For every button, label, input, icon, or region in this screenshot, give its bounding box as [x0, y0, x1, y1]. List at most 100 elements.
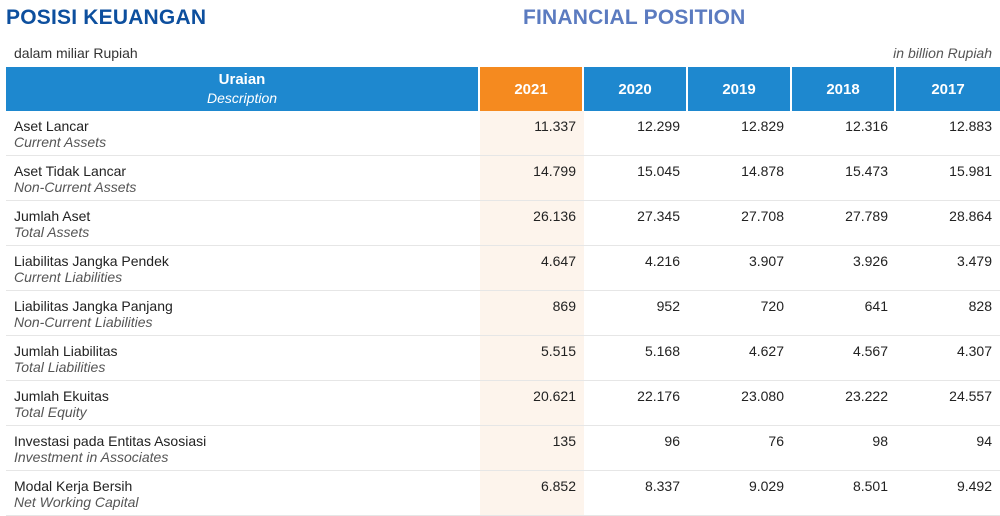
value-cell: 5.168	[584, 336, 688, 381]
value-text: 5.515	[540, 343, 576, 359]
row-label: Liabilitas Jangka Pendek	[14, 253, 169, 269]
value-text: 76	[768, 433, 784, 449]
value-cell: 28.864	[896, 201, 1000, 246]
table-row: Liabilitas Jangka Pendek Current Liabilit…	[6, 246, 1000, 291]
value-cell: 11.337	[480, 111, 584, 156]
row-description-cell: Aset Lancar Current Assets	[6, 111, 480, 156]
value-text: 4.567	[852, 343, 888, 359]
value-text: 8.337	[644, 478, 680, 494]
row-description-cell: Jumlah Ekuitas Total Equity	[6, 381, 480, 426]
row-label-english: Total Equity	[14, 404, 87, 420]
value-cell: 94	[896, 426, 1000, 471]
table-row: Investasi pada Entitas Asosiasi Investmen…	[6, 426, 1000, 471]
value-cell: 76	[688, 426, 792, 471]
value-cell: 23.222	[792, 381, 896, 426]
value-cell: 96	[584, 426, 688, 471]
value-cell: 4.216	[584, 246, 688, 291]
row-description-cell: Investasi pada Entitas Asosiasi Investmen…	[6, 426, 480, 471]
value-cell: 869	[480, 291, 584, 336]
value-text: 23.080	[741, 388, 784, 404]
value-text: 94	[976, 433, 992, 449]
value-cell: 98	[792, 426, 896, 471]
value-text: 15.045	[637, 163, 680, 179]
column-header-year: 2019	[688, 67, 792, 111]
value-cell: 4.627	[688, 336, 792, 381]
value-text: 11.337	[534, 118, 576, 134]
row-description-cell: Liabilitas Jangka Panjang Non-Current Lia…	[6, 291, 480, 336]
column-header-year: 2021	[480, 67, 584, 111]
value-cell: 27.789	[792, 201, 896, 246]
value-cell: 720	[688, 291, 792, 336]
value-text: 22.176	[637, 388, 680, 404]
value-text: 27.789	[845, 208, 888, 224]
value-text: 3.479	[956, 253, 992, 269]
unit-note: dalam miliar Rupiah	[14, 45, 138, 61]
value-text: 3.907	[748, 253, 784, 269]
row-label: Aset Lancar	[14, 118, 89, 134]
row-label-english: Current Liabilities	[14, 269, 123, 285]
row-label-english: Total Assets	[14, 224, 90, 240]
value-text: 96	[664, 433, 680, 449]
value-cell: 22.176	[584, 381, 688, 426]
value-text: 828	[968, 298, 992, 314]
value-cell: 5.515	[480, 336, 584, 381]
row-label: Jumlah Aset	[14, 208, 91, 224]
table-row: Modal Kerja Bersih Net Working Capital 6.8…	[6, 471, 1000, 516]
page-title: POSISI KEUANGAN	[6, 6, 207, 29]
value-cell: 3.479	[896, 246, 1000, 291]
value-text: 4.216	[644, 253, 680, 269]
row-label-english: Investment in Associates	[14, 449, 169, 465]
value-cell: 8.501	[792, 471, 896, 516]
page-title-english: FINANCIAL POSITION	[523, 6, 746, 29]
value-cell: 4.307	[896, 336, 1000, 381]
value-cell: 9.029	[688, 471, 792, 516]
value-cell: 14.878	[688, 156, 792, 201]
value-text: 12.299	[637, 118, 680, 134]
table-row: Jumlah Aset Total Assets 26.136 27.345 27.70…	[6, 201, 1000, 246]
value-text: 9.029	[748, 478, 784, 494]
table-row: Jumlah Liabilitas Total Liabilities 5.515 5…	[6, 336, 1000, 381]
value-cell: 23.080	[688, 381, 792, 426]
value-cell: 3.926	[792, 246, 896, 291]
value-cell: 12.299	[584, 111, 688, 156]
value-text: 135	[552, 433, 576, 449]
row-description-cell: Modal Kerja Bersih Net Working Capital	[6, 471, 480, 516]
value-text: 23.222	[845, 388, 888, 404]
value-text: 20.621	[533, 388, 576, 404]
value-text: 4.647	[540, 253, 576, 269]
value-cell: 4.567	[792, 336, 896, 381]
row-description-cell: Jumlah Aset Total Assets	[6, 201, 480, 246]
value-cell: 641	[792, 291, 896, 336]
value-text: 27.345	[637, 208, 680, 224]
row-description-cell: Liabilitas Jangka Pendek Current Liabilit…	[6, 246, 480, 291]
row-label: Aset Tidak Lancar	[14, 163, 127, 179]
column-header-description: Uraian Description	[6, 67, 480, 111]
value-text: 641	[864, 298, 888, 314]
value-text: 6.852	[540, 478, 576, 494]
value-text: 3.926	[852, 253, 888, 269]
value-text: 4.627	[748, 343, 784, 359]
row-label: Jumlah Liabilitas	[14, 343, 118, 359]
value-cell: 15.473	[792, 156, 896, 201]
value-cell: 26.136	[480, 201, 584, 246]
value-text: 14.878	[741, 163, 784, 179]
column-header-description-label-english: Description	[206, 90, 278, 106]
value-text: 12.829	[741, 118, 784, 134]
value-cell: 952	[584, 291, 688, 336]
row-label-english: Net Working Capital	[14, 494, 139, 510]
value-cell: 135	[480, 426, 584, 471]
value-text: 12.883	[949, 118, 992, 134]
value-cell: 9.492	[896, 471, 1000, 516]
table-header-row: Uraian Description 2021 2020 2019 2018 2…	[6, 67, 1000, 111]
value-cell: 27.708	[688, 201, 792, 246]
value-text: 952	[656, 298, 680, 314]
value-text: 26.136	[533, 208, 576, 224]
value-text: 15.473	[845, 163, 888, 179]
row-label: Investasi pada Entitas Asosiasi	[14, 433, 207, 449]
value-text: 4.307	[956, 343, 992, 359]
value-text: 720	[760, 298, 784, 314]
value-text: 28.864	[949, 208, 992, 224]
value-text: 869	[552, 298, 576, 314]
row-label-english: Non-Current Liabilities	[14, 314, 153, 330]
table-row: Liabilitas Jangka Panjang Non-Current Lia…	[6, 291, 1000, 336]
